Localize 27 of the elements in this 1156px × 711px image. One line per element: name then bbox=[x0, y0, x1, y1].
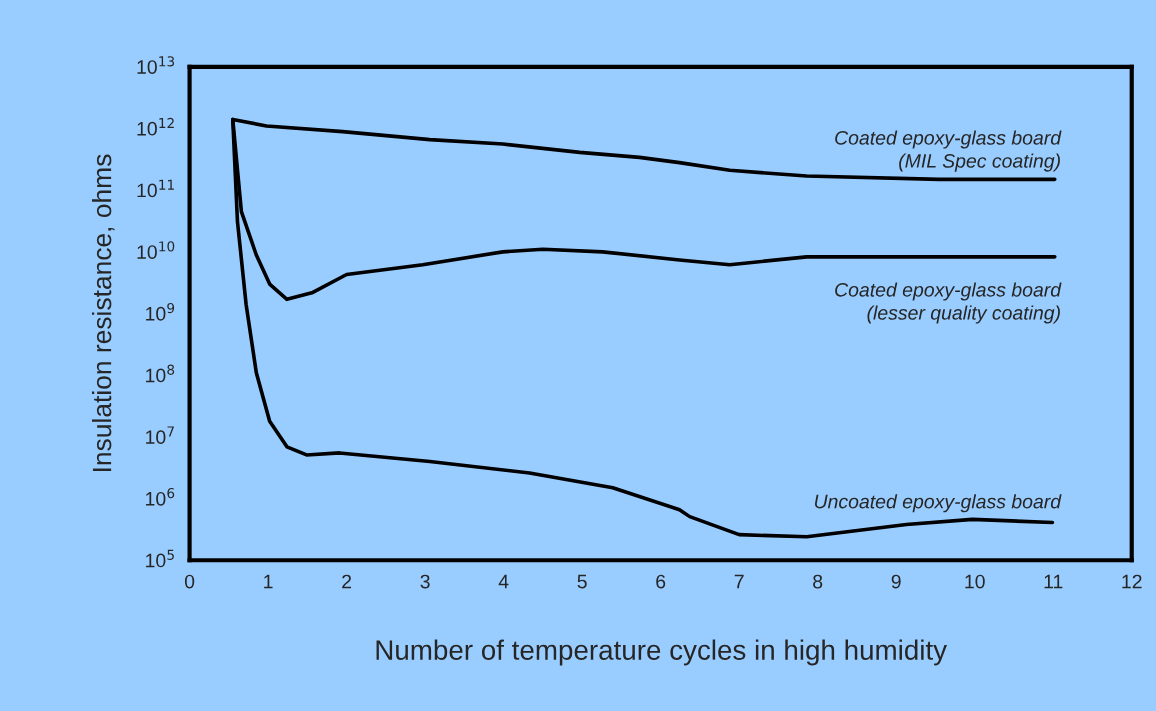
y-tick-label: 10$^{11}$ bbox=[137, 179, 174, 198]
y-tick-label: 10$^{8}$ bbox=[146, 364, 175, 383]
x-tick-label: 1 bbox=[264, 574, 273, 589]
y-tick-label: 10$^{6}$ bbox=[146, 487, 175, 506]
x-tick-label: 8 bbox=[813, 574, 823, 589]
x-axis-title: Number of temperature cycles in high humidity bbox=[376, 639, 948, 666]
y-tick-label: 10$^{12}$ bbox=[137, 117, 174, 136]
x-tick-label: 12 bbox=[1122, 574, 1142, 589]
series-label: Coated epoxy-glass board (MIL Spec coating) bbox=[835, 130, 1062, 172]
x-tick-label: 0 bbox=[184, 574, 195, 589]
x-tick-label: 2 bbox=[342, 574, 352, 589]
y-axis-title: Insulation resistance, ohms bbox=[91, 154, 115, 471]
x-tick-label: 4 bbox=[498, 574, 509, 589]
series-label: Uncoated epoxy-glass board bbox=[815, 494, 1062, 513]
x-tick-label: 9 bbox=[891, 574, 901, 589]
y-tick-label: 10$^{9}$ bbox=[146, 302, 175, 321]
series-label: Coated epoxy-glass board (lesser quality coating) bbox=[835, 282, 1062, 324]
y-tick-label: 10$^{5}$ bbox=[146, 549, 174, 568]
y-tick-label: 10$^{10}$ bbox=[137, 241, 175, 259]
x-tick-label: 10 bbox=[965, 574, 985, 589]
x-tick-label: 7 bbox=[734, 574, 744, 589]
x-tick-label: 6 bbox=[656, 574, 666, 589]
x-tick-label: 11 bbox=[1044, 574, 1063, 589]
x-tick-label: 3 bbox=[420, 574, 430, 589]
x-tick-label: 5 bbox=[577, 574, 587, 589]
y-tick-label: 10$^{13}$ bbox=[137, 56, 175, 74]
y-tick-label: 10$^{7}$ bbox=[146, 426, 174, 445]
